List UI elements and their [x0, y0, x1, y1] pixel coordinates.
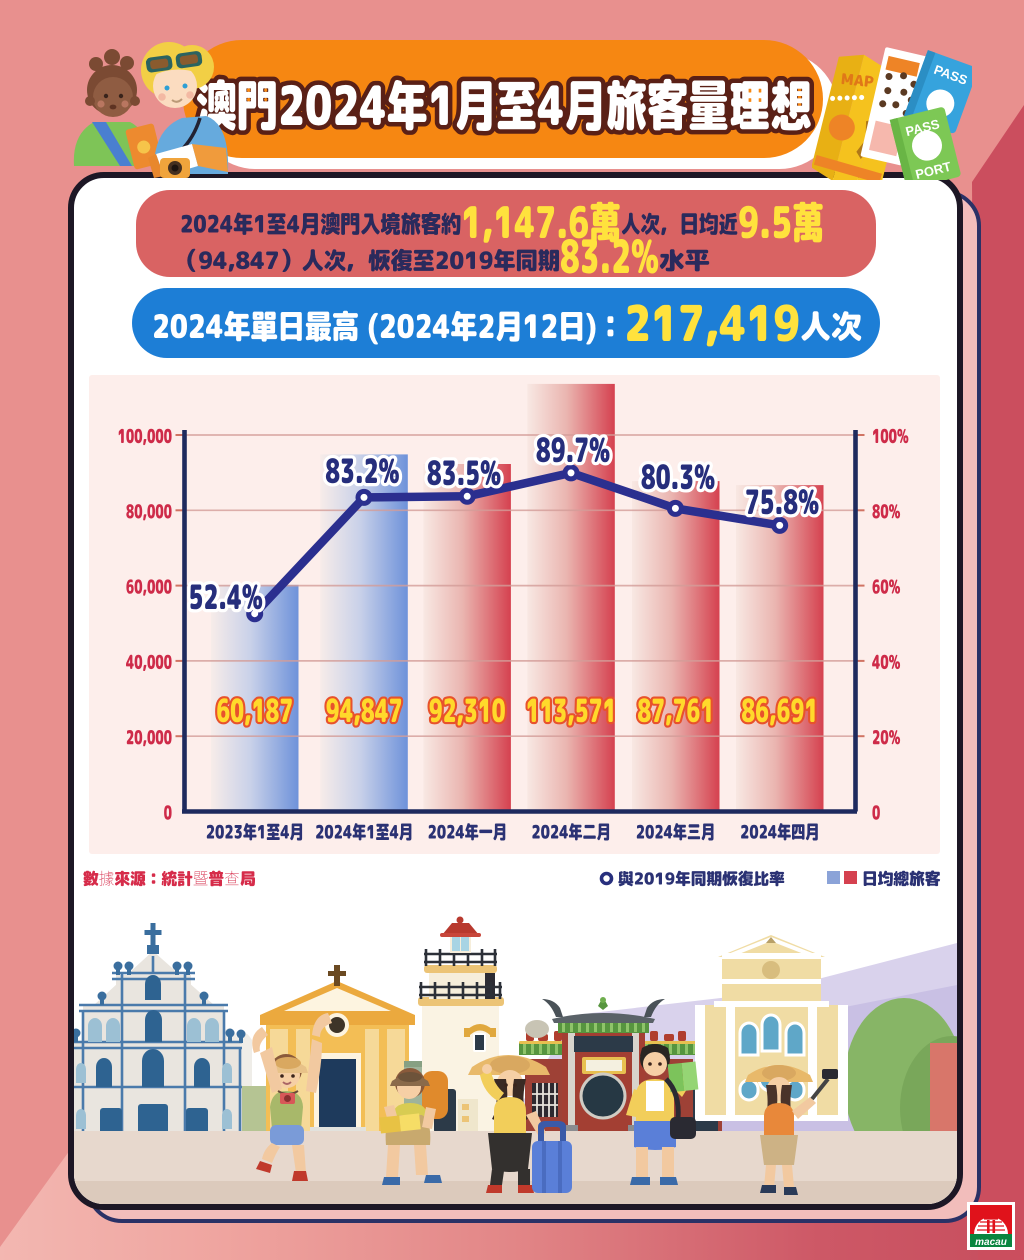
svg-text:macau: macau [975, 1237, 1007, 1248]
